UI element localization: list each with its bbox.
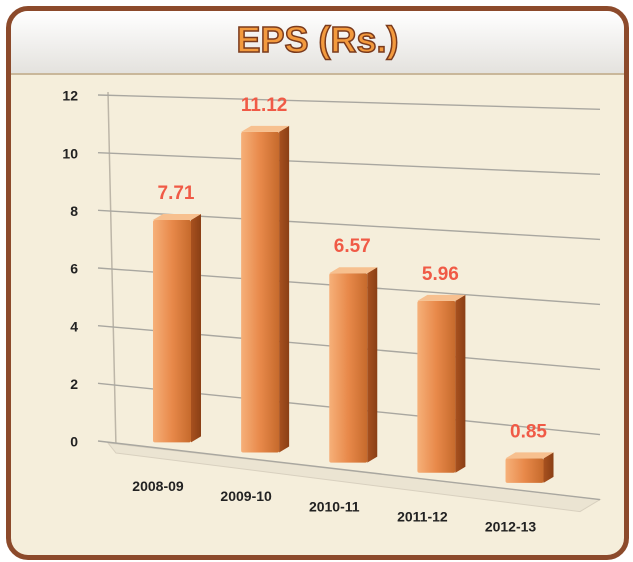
value-label: 5.96 xyxy=(422,264,459,285)
bar-top xyxy=(329,267,378,274)
bar-side xyxy=(279,125,290,453)
value-label: 0.85 xyxy=(510,421,547,442)
grid-line xyxy=(97,151,601,176)
y-tick-label: 12 xyxy=(62,88,78,104)
bar xyxy=(153,220,191,443)
grid-line xyxy=(97,94,601,110)
value-label: 6.57 xyxy=(334,236,371,257)
y-tick-label: 8 xyxy=(70,203,78,219)
title-bar: EPS (Rs.) xyxy=(11,11,624,75)
bar-top xyxy=(417,294,466,301)
value-label: 11.12 xyxy=(241,95,288,116)
bar xyxy=(417,300,456,473)
bar xyxy=(329,273,368,463)
y-tick-label: 10 xyxy=(62,145,78,161)
x-tick-label: 2010-11 xyxy=(309,498,360,514)
value-label: 7.71 xyxy=(158,183,195,204)
x-tick-label: 2012-13 xyxy=(485,519,537,535)
y-tick-label: 6 xyxy=(70,261,78,277)
bar xyxy=(241,131,280,453)
grid-line xyxy=(97,440,601,501)
bar-top xyxy=(241,125,290,132)
y-tick-label: 4 xyxy=(70,318,78,334)
x-tick-label: 2008-09 xyxy=(132,478,184,494)
bar-side xyxy=(191,214,201,443)
bar-top xyxy=(505,452,554,459)
x-tick-label: 2011-12 xyxy=(397,508,448,524)
y-axis-line xyxy=(107,91,117,449)
y-tick-label: 2 xyxy=(70,376,78,392)
x-tick-label: 2009-10 xyxy=(220,488,272,504)
plot: 0 2 4 6 8 10 12 7.71 2008-09 11.12 2009-10 6.57 2010… xyxy=(62,88,602,535)
bar-side xyxy=(543,452,554,483)
bar-side xyxy=(367,267,378,463)
y-tick-label: 0 xyxy=(70,434,78,450)
chart-title: EPS (Rs.) xyxy=(236,18,400,61)
bar-top xyxy=(153,214,201,221)
bar-side xyxy=(455,294,466,473)
bar xyxy=(505,458,544,483)
